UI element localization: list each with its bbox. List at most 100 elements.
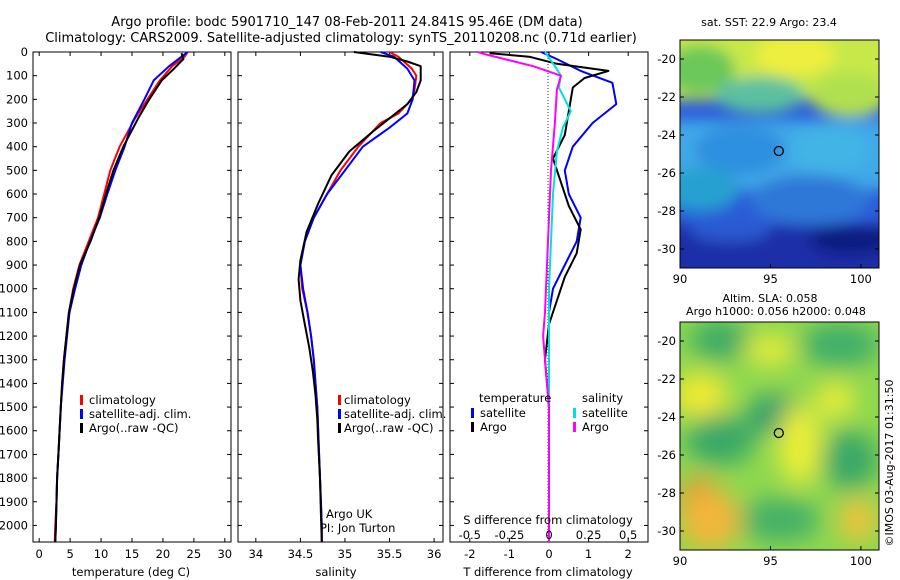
series-line-argo-raw-qc- (54, 52, 185, 543)
map-y-tick-label: -20 (657, 52, 676, 66)
profile-location-marker (773, 145, 784, 157)
legend-title-salinity: salinity (582, 391, 623, 405)
x-tick-label: 36 (427, 547, 442, 561)
sla-map-frame (679, 321, 880, 551)
legend-label-climatology: climatology (344, 393, 411, 407)
x-tick-label: 35 (338, 547, 353, 561)
x-tick-label: 25 (187, 547, 202, 561)
x-tick-label: 20 (156, 547, 171, 561)
legend-swatch-climatology (80, 395, 83, 405)
legend-swatch-satellite (338, 409, 341, 419)
map-y-tick-label: -30 (657, 242, 676, 256)
map-x-tick-label: 90 (673, 554, 688, 568)
profile-location-marker (773, 427, 784, 439)
sst-map-frame (679, 39, 880, 269)
title-line-2: Climatology: CARS2009. Satellite-adjuste… (45, 31, 637, 46)
x-tick-label: 10 (94, 547, 109, 561)
temperature-series (53, 51, 189, 543)
x-tick-label: 34.5 (288, 547, 314, 561)
s-difference-label: S difference from climatology (463, 513, 633, 527)
map-y-tick-label: -26 (657, 166, 676, 180)
map-y-tick-label: -24 (657, 410, 676, 424)
t-difference-label: T difference from climatology (462, 565, 633, 579)
legend-swatch-argo (338, 423, 341, 433)
salinity-depth-ticks (238, 51, 443, 526)
y-tick-label: 400 (6, 140, 28, 154)
salinity-x-axis: 34 34.5 35 35.5 36 (249, 52, 442, 561)
x-tick-label: 5 (66, 547, 73, 561)
temperature-x-label: temperature (deg C) (72, 565, 190, 579)
x2-tick-label: -0.25 (495, 528, 525, 542)
y-tick-label: 1700 (0, 447, 28, 461)
legend-swatch-argo (80, 423, 83, 433)
x-tick-label: -1 (504, 547, 515, 561)
y-tick-label: 1200 (0, 329, 28, 343)
map-y-tick-label: -30 (657, 524, 676, 538)
legend-swatch-temp-argo (471, 422, 474, 432)
annotation-argo-uk: Argo UK (326, 507, 373, 521)
temperature-plot-frame (32, 51, 232, 543)
map-x-tick-label: 95 (763, 554, 778, 568)
x-tick-label: 15 (125, 547, 140, 561)
map-y-tick-label: -28 (657, 204, 676, 218)
y-tick-label: 800 (6, 234, 28, 248)
map-y-tick-label: -22 (657, 372, 676, 386)
map-y-tick-label: -26 (657, 448, 676, 462)
difference-profile-chart: -2 -1 0 1 2 temperature salinity satellite A… (449, 51, 649, 579)
depth-axis: 0 100 200 300 400 500 600 700 800 900 1000 1100 1200… (0, 45, 231, 532)
legend-label-sal-satellite: satellite (582, 406, 628, 420)
map-y-tick-label: -28 (657, 486, 676, 500)
x-tick-label: 0 (36, 547, 43, 561)
map-x-tick-label: 100 (850, 272, 872, 286)
x-tick-label: 0 (545, 547, 552, 561)
map-x-tick-label: 95 (763, 272, 778, 286)
sla-map-title: Altim. SLA: 0.058 (722, 292, 817, 305)
y-tick-label: 1000 (0, 282, 28, 296)
x-tick-label: -2 (464, 547, 475, 561)
y-tick-label: 200 (6, 92, 28, 106)
title-line-1: Argo profile: bodc 5901710_147 08-Feb-20… (111, 15, 582, 30)
temperature-x-axis: 0 5 10 15 20 25 30 (36, 52, 232, 561)
map-y-tick-label: -24 (657, 128, 676, 142)
imos-credit: ©IMOS 03-Aug-2017 01:31:50 (883, 380, 896, 547)
legend-label-argo: Argo(..raw -QC) (344, 421, 434, 435)
legend-label-satellite: satellite-adj. clim. (89, 407, 191, 421)
x-tick-label: 34 (249, 547, 264, 561)
temperature-legend: climatology satellite-adj. clim. Argo(..… (80, 393, 191, 435)
salinity-x-label: salinity (315, 565, 356, 579)
sst-map-title: sat. SST: 22.9 Argo: 23.4 (701, 16, 837, 29)
x2-tick-label: 0 (545, 528, 552, 542)
salinity-series (297, 51, 422, 543)
map-x-tick-label: 90 (673, 272, 688, 286)
x2-tick-label: 0.25 (576, 528, 602, 542)
y-tick-label: 900 (6, 258, 28, 272)
y-tick-label: 1900 (0, 495, 28, 509)
map-y-tick-label: -20 (657, 334, 676, 348)
y-tick-label: 0 (21, 45, 28, 59)
y-tick-label: 1600 (0, 424, 28, 438)
legend-label-climatology: climatology (89, 393, 156, 407)
x-tick-label: 30 (217, 547, 232, 561)
legend-label-satellite: satellite-adj. clim. (344, 407, 446, 421)
legend-swatch-temp-satellite (471, 408, 474, 418)
legend-swatch-sal-satellite (573, 408, 576, 418)
legend-swatch-sal-argo (573, 422, 576, 432)
y-tick-label: 1800 (0, 471, 28, 485)
y-tick-label: 1300 (0, 353, 28, 367)
legend-label-temp-satellite: satellite (480, 406, 526, 420)
y-tick-label: 100 (6, 69, 28, 83)
annotation-pi: PI: Jon Turton (320, 521, 395, 535)
temperature-profile-chart: 0100200300400500600700800900100011001200… (0, 45, 232, 579)
salinity-legend: climatology satellite-adj. clim. Argo(..… (338, 393, 446, 435)
sla-map-subtitle: Argo h1000: 0.056 h2000: 0.048 (686, 305, 866, 318)
y-tick-label: 500 (6, 163, 28, 177)
legend-label-sal-argo: Argo (582, 420, 609, 434)
legend-label-temp-argo: Argo (480, 420, 507, 434)
sst-map: sat. SST: 22.9 Argo: 23.4 90 95 100 -20 -22 -… (657, 16, 880, 286)
y-tick-label: 1400 (0, 376, 28, 390)
sst-heatmap (680, 40, 879, 268)
y-tick-label: 1500 (0, 400, 28, 414)
x2-tick-label: -0.5 (459, 528, 481, 542)
y-tick-label: 1100 (0, 305, 28, 319)
